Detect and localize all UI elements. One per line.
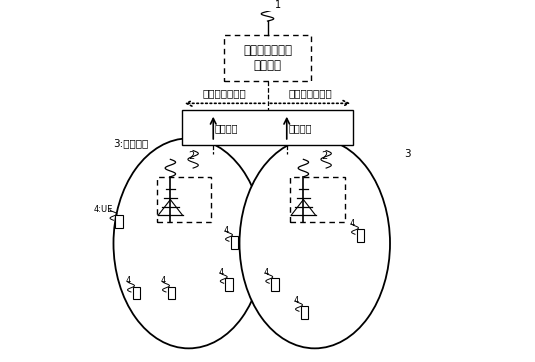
Bar (225, 278, 233, 291)
Bar (115, 215, 123, 228)
Text: 無線パラメータ: 無線パラメータ (288, 89, 332, 98)
Ellipse shape (240, 138, 390, 348)
Text: 3: 3 (404, 149, 411, 159)
Bar (291, 177, 345, 222)
Bar (133, 287, 140, 299)
Text: 4: 4 (264, 268, 269, 277)
Text: 測定情報: 測定情報 (288, 123, 312, 133)
Text: 4:UE: 4:UE (94, 205, 113, 214)
Text: 1: 1 (275, 0, 281, 10)
Ellipse shape (113, 138, 264, 348)
Text: 2: 2 (188, 151, 194, 161)
Text: 4: 4 (218, 268, 224, 277)
Text: 測定情報: 測定情報 (215, 123, 239, 133)
Text: 4: 4 (160, 276, 166, 285)
Bar (271, 278, 279, 291)
Text: 4: 4 (294, 296, 299, 304)
Bar (157, 177, 211, 222)
Bar (301, 306, 309, 319)
Text: 無線パラメータ
制御装置: 無線パラメータ 制御装置 (243, 44, 292, 72)
Bar (357, 230, 364, 241)
Text: 3:無線セル: 3:無線セル (113, 139, 149, 148)
Text: 2: 2 (321, 151, 327, 161)
Text: 無線
基地局: 無線 基地局 (307, 186, 328, 214)
Bar (182, 110, 353, 145)
Text: 4: 4 (350, 219, 355, 228)
Bar (231, 236, 239, 249)
Text: 4: 4 (224, 226, 229, 235)
Text: 無線
基地局: 無線 基地局 (174, 186, 195, 214)
Text: 無線パラメータ: 無線パラメータ (203, 89, 247, 98)
Text: 4: 4 (126, 276, 131, 285)
Bar (168, 287, 175, 299)
Bar (224, 35, 311, 81)
